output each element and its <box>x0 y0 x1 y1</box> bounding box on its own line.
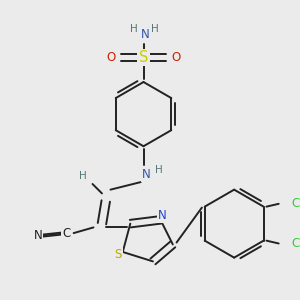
Text: S: S <box>139 50 148 65</box>
Text: Cl: Cl <box>292 237 300 250</box>
Text: N: N <box>142 168 151 181</box>
Text: Cl: Cl <box>292 197 300 210</box>
Text: O: O <box>171 51 180 64</box>
Text: N: N <box>158 208 167 222</box>
Text: N: N <box>33 230 42 242</box>
Text: H: H <box>155 165 163 175</box>
Text: H: H <box>151 24 159 34</box>
Text: H: H <box>79 171 87 182</box>
Text: C: C <box>62 226 70 240</box>
Text: N: N <box>141 28 150 41</box>
Text: S: S <box>114 248 122 261</box>
Text: H: H <box>130 24 138 34</box>
Text: O: O <box>107 51 116 64</box>
